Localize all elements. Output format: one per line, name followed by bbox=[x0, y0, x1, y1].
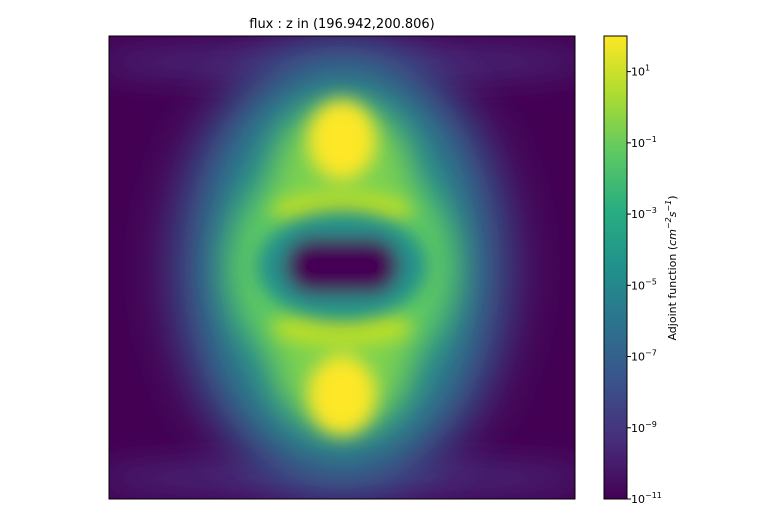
colorbar-label: Adjoint function (cm−2s−1) bbox=[664, 195, 679, 340]
colorbar-tick-label: 10−7 bbox=[631, 349, 657, 364]
colorbar-ticks: 101 10−1 10−3 10−5 10−7 10−9 10−11 bbox=[627, 64, 662, 506]
heatmap-hotspots bbox=[272, 100, 412, 435]
colorbar-label-base: Adjoint function ( bbox=[666, 246, 679, 341]
colorbar-tick-label: 10−9 bbox=[631, 420, 657, 435]
colorbar-label-unit-cm: cm bbox=[666, 229, 679, 246]
colorbar-label-exp-s: −1 bbox=[664, 200, 673, 212]
colorbar-tick-label: 10−11 bbox=[631, 491, 662, 506]
colorbar-label-exp-cm: −2 bbox=[664, 217, 673, 229]
colorbar-label-unit-s: s bbox=[666, 211, 679, 217]
chart-title: flux : z in (196.942,200.806) bbox=[249, 17, 435, 32]
colorbar bbox=[603, 35, 628, 500]
heatmap-inner-hole bbox=[257, 211, 427, 321]
heatmap bbox=[109, 36, 575, 499]
colorbar-tick-label: 10−1 bbox=[631, 135, 657, 150]
plot-frame bbox=[108, 35, 576, 500]
colorbar-tick-label: 10−3 bbox=[631, 206, 657, 221]
colorbar-tick-label: 10−5 bbox=[631, 277, 657, 292]
colorbar-tick-label: 101 bbox=[631, 64, 650, 79]
colorbar-label-close: ) bbox=[666, 195, 679, 199]
